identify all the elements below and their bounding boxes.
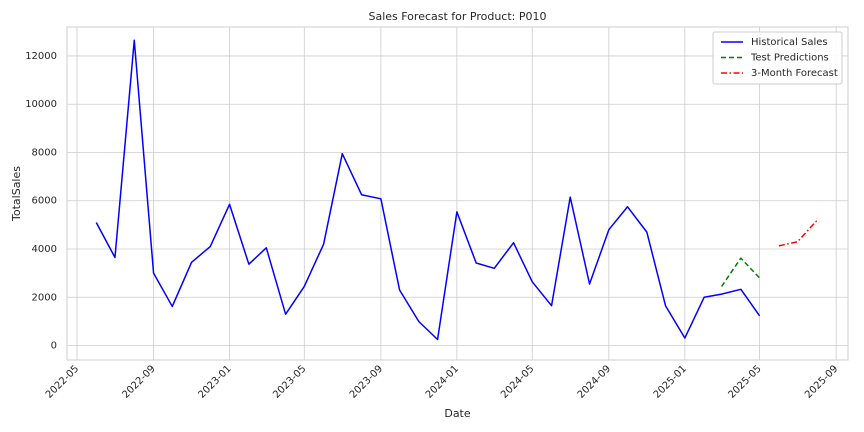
series-line-test-predictions <box>720 257 761 287</box>
grid-lines <box>67 27 848 360</box>
legend-label: Historical Sales <box>751 37 828 48</box>
y-axis-label: TotalSales <box>10 166 23 222</box>
y-tick-label: 2000 <box>32 292 57 303</box>
y-tick-label: 0 <box>51 341 57 352</box>
y-tick-labels: 0 2000 4000 6000 8000 10000 12000 <box>25 51 57 352</box>
axes-border <box>66 26 849 361</box>
series-lines <box>95 39 818 341</box>
y-tick-label: 8000 <box>32 147 57 158</box>
legend-label: 3-Month Forecast <box>751 68 838 79</box>
legend-label: Test Predictions <box>750 53 829 64</box>
y-tick-label: 10000 <box>25 99 57 110</box>
y-tick-label: 4000 <box>32 244 57 255</box>
axes-frame <box>66 26 849 361</box>
x-axis-label: Date <box>444 407 471 420</box>
series-line-historical-sales <box>95 39 761 341</box>
legend: Historical Sales Test Predictions 3-Month … <box>712 31 843 85</box>
y-tick-label: 6000 <box>32 196 57 207</box>
series-line-3-month-forecast <box>778 220 818 247</box>
legend-box <box>712 31 843 85</box>
chart-title: Sales Forecast for Product: P010 <box>368 10 546 23</box>
y-tick-label: 12000 <box>25 51 57 62</box>
